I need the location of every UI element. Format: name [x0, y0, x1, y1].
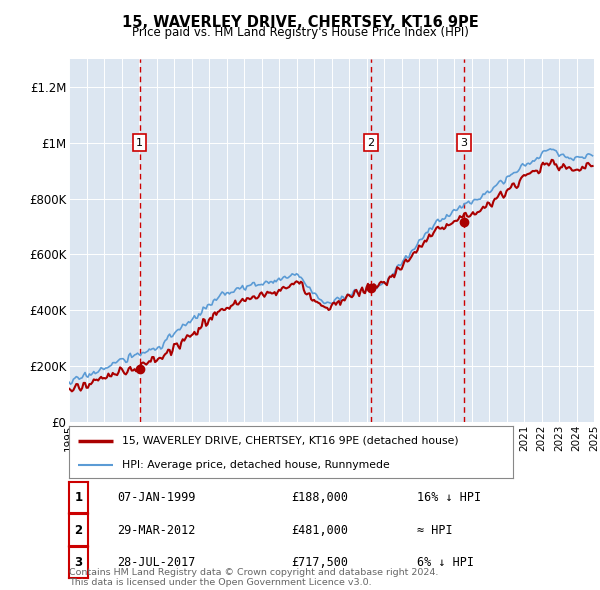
Text: Price paid vs. HM Land Registry's House Price Index (HPI): Price paid vs. HM Land Registry's House … — [131, 26, 469, 39]
Text: 16% ↓ HPI: 16% ↓ HPI — [417, 491, 481, 504]
Text: 07-JAN-1999: 07-JAN-1999 — [117, 491, 196, 504]
Text: 6% ↓ HPI: 6% ↓ HPI — [417, 556, 474, 569]
Text: 15, WAVERLEY DRIVE, CHERTSEY, KT16 9PE (detached house): 15, WAVERLEY DRIVE, CHERTSEY, KT16 9PE (… — [122, 435, 459, 445]
Text: Contains HM Land Registry data © Crown copyright and database right 2024.
This d: Contains HM Land Registry data © Crown c… — [69, 568, 439, 587]
Text: HPI: Average price, detached house, Runnymede: HPI: Average price, detached house, Runn… — [122, 460, 390, 470]
Text: 29-MAR-2012: 29-MAR-2012 — [117, 523, 196, 537]
Text: 1: 1 — [136, 137, 143, 148]
Text: 28-JUL-2017: 28-JUL-2017 — [117, 556, 196, 569]
Text: 3: 3 — [74, 556, 83, 569]
Text: £188,000: £188,000 — [291, 491, 348, 504]
Text: 1: 1 — [74, 491, 83, 504]
Text: 2: 2 — [367, 137, 374, 148]
Text: 15, WAVERLEY DRIVE, CHERTSEY, KT16 9PE: 15, WAVERLEY DRIVE, CHERTSEY, KT16 9PE — [122, 15, 478, 30]
Text: £717,500: £717,500 — [291, 556, 348, 569]
Text: £481,000: £481,000 — [291, 523, 348, 537]
Text: ≈ HPI: ≈ HPI — [417, 523, 452, 537]
Text: 3: 3 — [460, 137, 467, 148]
Text: 2: 2 — [74, 523, 83, 537]
